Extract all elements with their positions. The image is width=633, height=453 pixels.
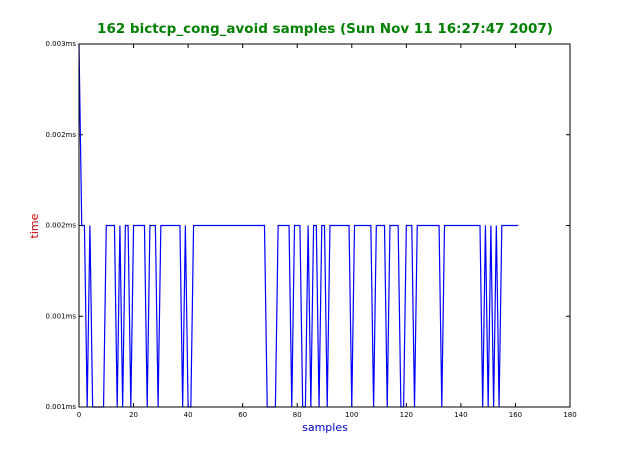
x-tick-label: 0 <box>77 411 81 419</box>
y-tick-label: 0.001ms <box>45 312 76 320</box>
x-tick-label: 40 <box>184 411 193 419</box>
y-tick-label: 0.003ms <box>45 40 76 48</box>
x-tick-label: 80 <box>293 411 302 419</box>
data-line <box>78 43 519 408</box>
x-tick-label: 100 <box>345 411 358 419</box>
plot-frame <box>78 43 571 408</box>
x-tick-label: 160 <box>509 411 522 419</box>
x-tick-label: 140 <box>454 411 467 419</box>
y-tick-label: 0.002ms <box>45 222 76 230</box>
x-tick-label: 60 <box>238 411 247 419</box>
x-tick-label: 20 <box>129 411 138 419</box>
chart-title: 162 bictcp_cong_avoid samples (Sun Nov 1… <box>97 21 553 37</box>
y-axis-label: time <box>28 213 41 238</box>
x-tick-label: 180 <box>563 411 576 419</box>
y-tick-label: 0.002ms <box>45 131 76 139</box>
x-tick-label: 120 <box>400 411 413 419</box>
x-axis-label: samples <box>302 421 348 434</box>
y-tick-label: 0.001ms <box>45 403 76 411</box>
